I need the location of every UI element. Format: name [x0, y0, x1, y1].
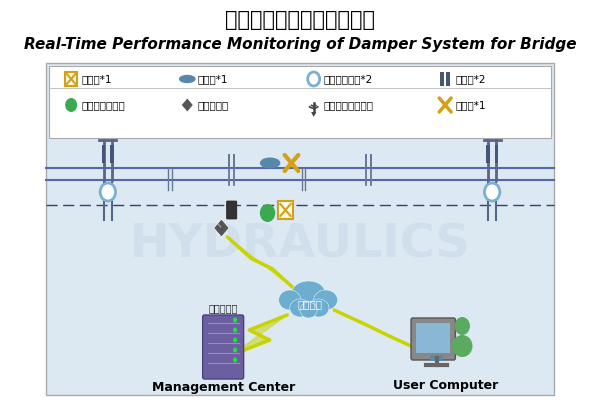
FancyBboxPatch shape: [278, 201, 293, 219]
Ellipse shape: [314, 290, 338, 310]
Polygon shape: [214, 219, 229, 237]
Polygon shape: [181, 98, 193, 112]
Ellipse shape: [308, 299, 329, 317]
FancyBboxPatch shape: [416, 323, 450, 353]
Circle shape: [233, 358, 237, 362]
Polygon shape: [334, 310, 419, 350]
Circle shape: [455, 317, 470, 335]
Polygon shape: [227, 237, 296, 290]
Ellipse shape: [452, 335, 472, 357]
FancyBboxPatch shape: [486, 145, 490, 163]
Polygon shape: [232, 315, 287, 355]
FancyBboxPatch shape: [65, 72, 77, 86]
FancyBboxPatch shape: [446, 72, 450, 86]
Text: User Computer: User Computer: [392, 378, 498, 392]
FancyBboxPatch shape: [227, 201, 237, 219]
Circle shape: [233, 328, 237, 332]
Ellipse shape: [300, 302, 317, 318]
Circle shape: [233, 338, 237, 342]
FancyBboxPatch shape: [102, 145, 105, 163]
Circle shape: [308, 72, 320, 86]
Text: 地震儀*1: 地震儀*1: [82, 74, 112, 84]
FancyBboxPatch shape: [411, 318, 455, 360]
Ellipse shape: [290, 299, 310, 317]
Text: 溫度計*1: 溫度計*1: [197, 74, 228, 84]
Circle shape: [233, 318, 237, 322]
Text: 資料擷取器: 資料擷取器: [197, 100, 229, 110]
Text: 位移計*2: 位移計*2: [455, 74, 486, 84]
Text: 無線網路通訊設備: 無線網路通訊設備: [324, 100, 374, 110]
FancyBboxPatch shape: [495, 145, 498, 163]
Polygon shape: [311, 112, 316, 117]
Text: 出力感測元件*2: 出力感測元件*2: [324, 74, 373, 84]
Text: 濕度計*1: 濕度計*1: [455, 100, 486, 110]
Ellipse shape: [278, 290, 301, 310]
Circle shape: [65, 98, 77, 112]
Text: Real-Time Performance Monitoring of Damper System for Bridge: Real-Time Performance Monitoring of Damp…: [23, 36, 577, 52]
FancyBboxPatch shape: [44, 0, 556, 62]
Circle shape: [484, 183, 500, 201]
FancyBboxPatch shape: [46, 63, 554, 395]
Text: 雲端伺服器: 雲端伺服器: [208, 303, 238, 313]
Text: 雲端網路: 雲端網路: [298, 299, 323, 309]
Circle shape: [260, 204, 275, 222]
FancyBboxPatch shape: [440, 72, 444, 86]
Text: 太陽能供電模組: 太陽能供電模組: [82, 100, 125, 110]
Ellipse shape: [179, 75, 196, 83]
FancyBboxPatch shape: [110, 145, 114, 163]
FancyBboxPatch shape: [203, 315, 244, 379]
Text: 橋樑型阻尼器性能監測系統: 橋樑型阻尼器性能監測系統: [225, 10, 375, 30]
Text: HYDRAULICS: HYDRAULICS: [130, 222, 470, 268]
Ellipse shape: [260, 158, 280, 168]
Text: Management Center: Management Center: [152, 380, 295, 394]
Ellipse shape: [292, 281, 325, 303]
Circle shape: [100, 183, 116, 201]
FancyBboxPatch shape: [49, 66, 551, 138]
Circle shape: [233, 348, 237, 352]
